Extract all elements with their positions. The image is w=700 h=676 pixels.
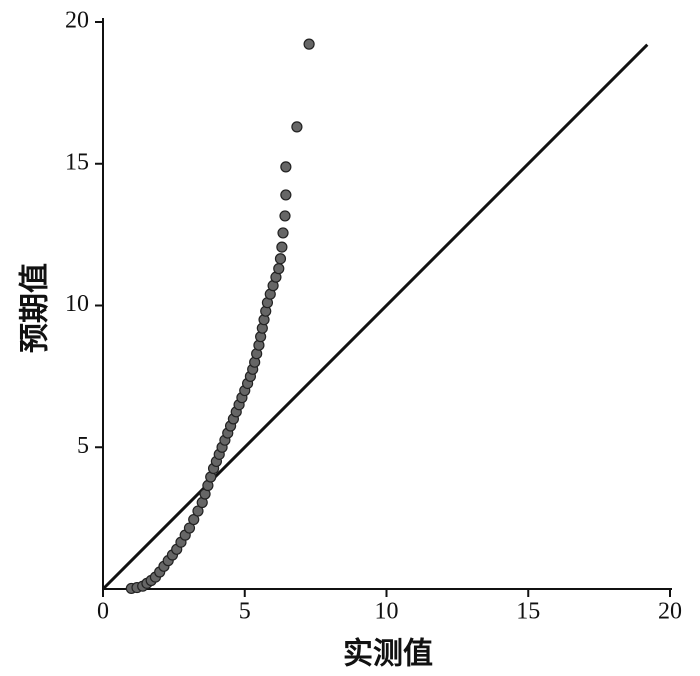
point bbox=[291, 121, 303, 133]
y-tick-label: 5 bbox=[77, 433, 89, 459]
x-axis-title: 实测值 bbox=[343, 637, 433, 672]
point bbox=[280, 161, 292, 173]
x-tick-label: 5 bbox=[239, 599, 251, 625]
point bbox=[276, 241, 288, 253]
point bbox=[303, 38, 315, 50]
point bbox=[277, 227, 289, 239]
point bbox=[279, 210, 291, 222]
y-tick-label: 20 bbox=[65, 8, 89, 34]
x-tick-label: 0 bbox=[97, 599, 109, 625]
y-tick-label: 10 bbox=[65, 291, 89, 317]
x-tick-label: 20 bbox=[658, 599, 682, 625]
x-tick-label: 15 bbox=[516, 599, 540, 625]
y-tick-label: 15 bbox=[65, 149, 89, 175]
x-tick-label: 10 bbox=[375, 599, 399, 625]
point bbox=[274, 253, 287, 265]
reference-line bbox=[101, 43, 649, 591]
point bbox=[280, 189, 292, 201]
y-axis-title: 预期值 bbox=[18, 263, 53, 353]
point bbox=[273, 263, 285, 275]
